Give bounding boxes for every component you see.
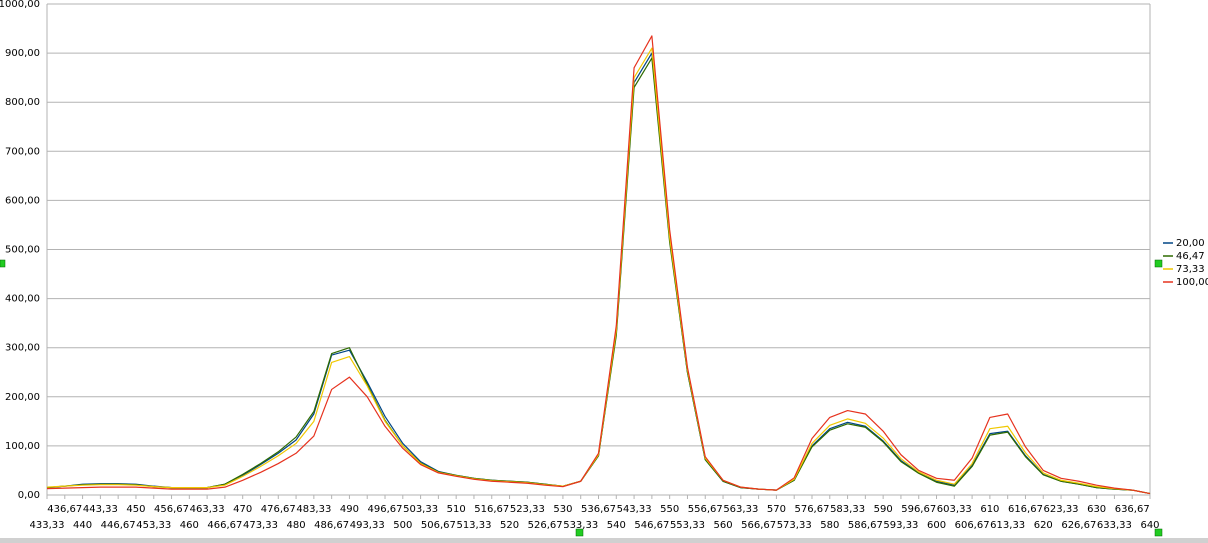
x-tick-label: 550 (660, 504, 679, 515)
x-tick-label: 543,33 (617, 504, 652, 515)
legend-label: 46,47 (1176, 251, 1205, 262)
x-tick-label: 566,67 (741, 520, 776, 531)
x-tick-label: 563,33 (723, 504, 758, 515)
x-tick-label: 436,67 (47, 504, 82, 515)
scrollbar (0, 538, 1208, 543)
x-tick-label: 553,33 (670, 520, 705, 531)
handle (1154, 528, 1163, 537)
x-tick-label: 480 (287, 520, 306, 531)
x-tick-label: 583,33 (830, 504, 865, 515)
x-tick-label: 636,67 (1115, 504, 1150, 515)
x-tick-label: 443,33 (83, 504, 118, 515)
x-tick-label: 503,33 (403, 504, 438, 515)
x-tick-label: 453,33 (136, 520, 171, 531)
y-tick-label: 1000,00 (0, 0, 40, 10)
x-tick-label: 546,67 (634, 520, 669, 531)
x-tick-label: 573,33 (777, 520, 812, 531)
handle (0, 259, 6, 268)
x-tick-label: 483,33 (296, 504, 331, 515)
x-tick-label: 600 (927, 520, 946, 531)
x-tick-label: 616,67 (1008, 504, 1043, 515)
x-tick-label: 516,67 (474, 504, 509, 515)
x-tick-label: 463,33 (190, 504, 225, 515)
x-tick-label: 596,67 (901, 504, 936, 515)
x-tick-label: 486,67 (314, 520, 349, 531)
x-tick-label: 626,67 (1061, 520, 1096, 531)
x-tick-label: 520 (500, 520, 519, 531)
x-tick-label: 560 (713, 520, 732, 531)
x-tick-label: 440 (73, 520, 92, 531)
x-tick-label: 590 (874, 504, 893, 515)
x-tick-label: 606,67 (955, 520, 990, 531)
handle (1154, 259, 1163, 268)
x-tick-label: 470 (233, 504, 252, 515)
x-tick-label: 576,67 (794, 504, 829, 515)
x-tick-label: 570 (767, 504, 786, 515)
x-tick-label: 640 (1140, 520, 1159, 531)
y-tick-label: 200,00 (5, 392, 40, 403)
x-tick-label: 510 (447, 504, 466, 515)
x-tick-label: 533,33 (563, 520, 598, 531)
x-tick-label: 536,67 (581, 504, 616, 515)
y-tick-label: 700,00 (5, 146, 40, 157)
legend-label: 20,00 (1176, 238, 1205, 249)
y-tick-label: 600,00 (5, 195, 40, 206)
y-tick-label: 500,00 (5, 245, 40, 256)
x-tick-label: 586,67 (848, 520, 883, 531)
legend-label: 100,00 (1176, 277, 1208, 288)
x-tick-label: 493,33 (350, 520, 385, 531)
x-tick-label: 476,67 (261, 504, 296, 515)
y-tick-label: 800,00 (5, 97, 40, 108)
x-tick-label: 500 (393, 520, 412, 531)
x-tick-label: 523,33 (510, 504, 545, 515)
x-tick-label: 623,33 (1044, 504, 1079, 515)
y-tick-label: 300,00 (5, 343, 40, 354)
handle (575, 528, 584, 537)
x-tick-label: 446,67 (101, 520, 136, 531)
x-tick-label: 460 (180, 520, 199, 531)
x-tick-label: 610 (980, 504, 999, 515)
x-tick-label: 593,33 (883, 520, 918, 531)
x-tick-label: 450 (126, 504, 145, 515)
x-tick-label: 433,33 (30, 520, 65, 531)
legend-label: 73,33 (1176, 264, 1205, 275)
x-tick-label: 630 (1087, 504, 1106, 515)
x-tick-label: 580 (820, 520, 839, 531)
x-tick-label: 496,67 (368, 504, 403, 515)
y-tick-label: 400,00 (5, 294, 40, 305)
x-tick-label: 473,33 (243, 520, 278, 531)
x-tick-label: 506,67 (421, 520, 456, 531)
x-tick-label: 633,33 (1097, 520, 1132, 531)
y-tick-label: 900,00 (5, 48, 40, 59)
series-line (46, 47, 1151, 495)
x-tick-label: 513,33 (456, 520, 491, 531)
x-tick-label: 613,33 (990, 520, 1025, 531)
y-tick-label: 100,00 (5, 441, 40, 452)
x-tick-label: 540 (607, 520, 626, 531)
series-line (46, 35, 1151, 495)
x-tick-label: 456,67 (154, 504, 189, 515)
x-tick-label: 466,67 (207, 520, 242, 531)
x-tick-label: 603,33 (937, 504, 972, 515)
x-tick-label: 526,67 (528, 520, 563, 531)
x-tick-label: 556,67 (688, 504, 723, 515)
x-tick-label: 490 (340, 504, 359, 515)
x-tick-label: 530 (553, 504, 572, 515)
y-tick-label: 0,00 (18, 490, 40, 501)
x-tick-label: 620 (1034, 520, 1053, 531)
